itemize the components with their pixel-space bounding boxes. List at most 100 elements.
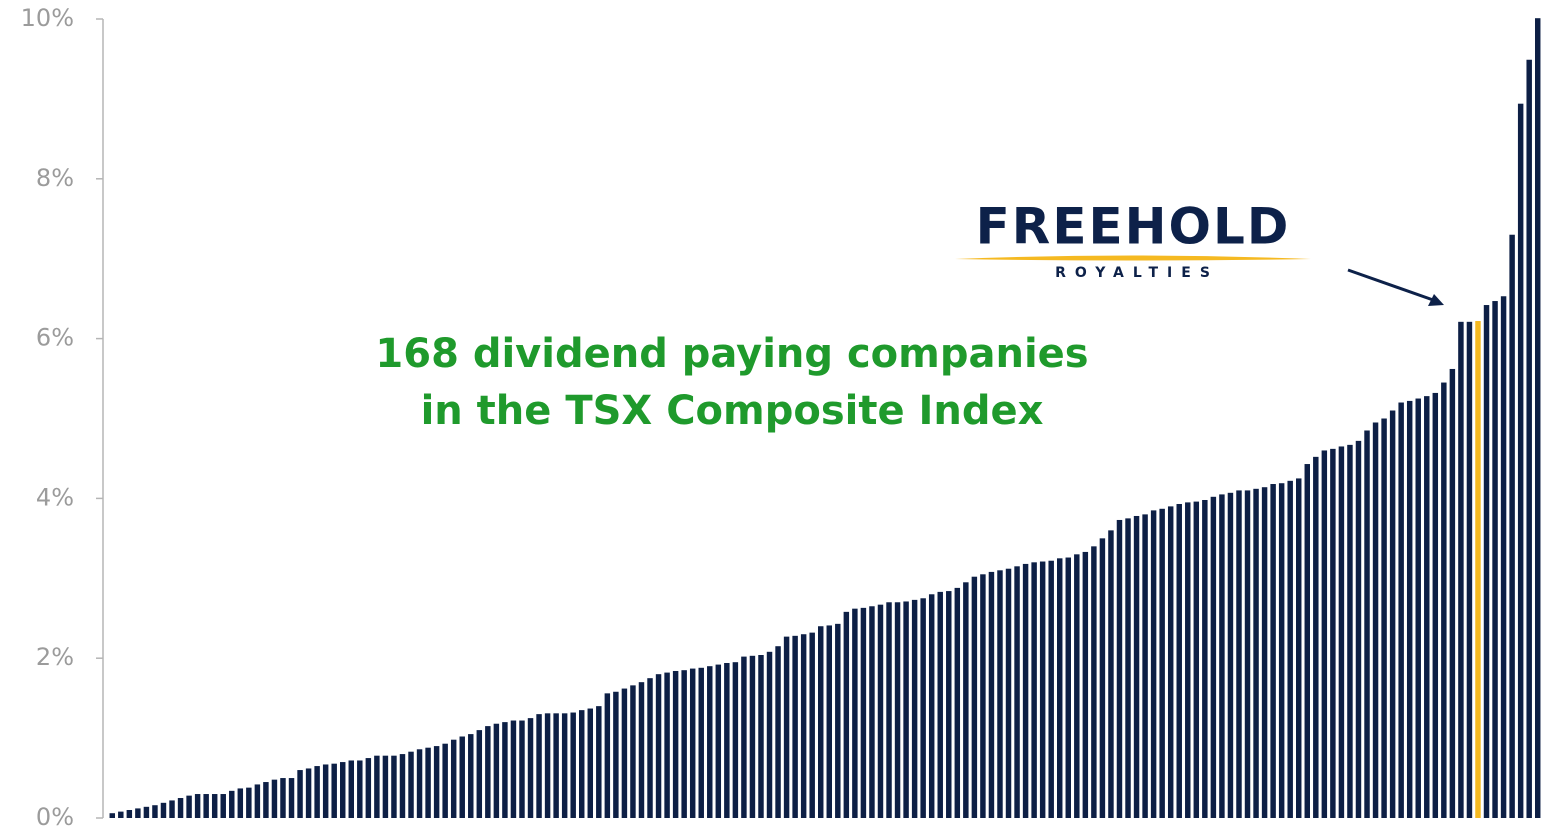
bar: [485, 726, 491, 818]
bar: [1150, 510, 1157, 818]
bar: [135, 808, 141, 818]
bar: [211, 794, 218, 818]
bar: [152, 805, 158, 818]
bar: [502, 722, 508, 818]
bar: [869, 606, 875, 818]
bar: [630, 685, 636, 818]
bar: [476, 730, 483, 818]
bar: [1244, 490, 1251, 818]
bar: [1236, 490, 1242, 818]
bar: [928, 594, 935, 818]
bar: [527, 718, 534, 818]
logo-name: FREEHOLD: [976, 198, 1291, 256]
bar: [579, 710, 585, 818]
bar: [237, 788, 244, 818]
bar: [314, 766, 320, 818]
y-tick-label: 2%: [36, 643, 74, 671]
bar: [741, 656, 747, 818]
bar: [1074, 554, 1080, 818]
bar: [1406, 400, 1413, 818]
bar: [348, 760, 354, 818]
bar: [570, 712, 576, 818]
bar: [1014, 566, 1020, 818]
y-tick-label: 10%: [21, 4, 74, 32]
bar: [220, 794, 226, 818]
bar: [305, 768, 312, 818]
bar: [877, 604, 884, 818]
bar: [126, 810, 133, 818]
bar: [510, 720, 517, 818]
bar: [809, 632, 815, 818]
bar: [1483, 305, 1490, 818]
bar: [835, 623, 841, 818]
bar: [758, 655, 764, 818]
bar: [297, 770, 303, 818]
bar: [681, 670, 687, 818]
bar: [1441, 382, 1447, 818]
bar: [365, 758, 372, 818]
bar: [749, 655, 756, 818]
bar: [246, 787, 252, 818]
bar: [271, 779, 278, 818]
bar: [544, 713, 551, 818]
bar: [450, 739, 457, 818]
bar: [118, 811, 124, 818]
bar: [1330, 448, 1336, 818]
bar: [1005, 568, 1012, 818]
bar: [186, 795, 192, 818]
bar: [621, 688, 628, 818]
bar: [229, 790, 235, 818]
bar: [587, 708, 593, 818]
bar: [425, 747, 431, 818]
bar: [1381, 418, 1387, 818]
bar: [263, 782, 269, 818]
bar: [561, 713, 568, 818]
bar: [399, 754, 406, 818]
bar: [1313, 456, 1319, 818]
bar: [1082, 551, 1089, 818]
bar: [672, 670, 679, 818]
bar: [826, 625, 832, 818]
bar: [1219, 494, 1225, 818]
bar: [1415, 398, 1421, 818]
bar: [766, 651, 773, 818]
bar: [1449, 368, 1456, 818]
bar: [1253, 488, 1259, 818]
bar: [1492, 301, 1498, 818]
bar: [852, 608, 858, 818]
bar: [1509, 234, 1515, 819]
bar: [800, 634, 807, 818]
bar: [468, 734, 474, 818]
bar: [997, 570, 1003, 818]
bar: [194, 794, 201, 818]
arrow: [1347, 268, 1437, 303]
bar: [1355, 440, 1362, 818]
bar: [971, 576, 978, 818]
bar: [459, 736, 465, 818]
bar: [698, 667, 704, 818]
bar: [937, 591, 943, 818]
y-tick-label: 0%: [36, 803, 74, 830]
bar: [1142, 514, 1148, 818]
bar: [160, 802, 167, 818]
bar: [331, 763, 337, 818]
bar: [707, 666, 713, 818]
bar: [638, 682, 645, 818]
bar: [408, 751, 414, 818]
bar: [1202, 499, 1208, 818]
bar: [374, 755, 380, 818]
bar: [143, 806, 150, 818]
bar: [1057, 558, 1063, 818]
bar: [664, 672, 670, 818]
bar: [954, 587, 961, 818]
bar: [1398, 402, 1404, 818]
bar: [860, 607, 867, 818]
bar: [1535, 18, 1541, 819]
bar: [732, 662, 739, 818]
bar: [988, 571, 995, 818]
bar: [775, 646, 781, 818]
bar: [1364, 430, 1370, 818]
bar: [1039, 561, 1046, 818]
bar: [818, 626, 824, 818]
